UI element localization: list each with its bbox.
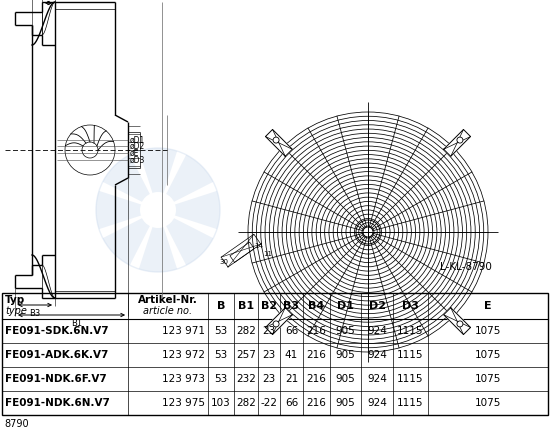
Text: D2: D2 (368, 301, 386, 311)
Text: E: E (484, 301, 492, 311)
Text: B1: B1 (71, 319, 82, 328)
Text: 8790: 8790 (4, 419, 29, 429)
Text: 123 975: 123 975 (162, 398, 205, 408)
Text: 1115: 1115 (397, 326, 424, 336)
Polygon shape (266, 307, 293, 335)
Text: 23: 23 (262, 326, 276, 336)
Text: 924: 924 (367, 326, 387, 336)
Text: 123 973: 123 973 (162, 374, 205, 384)
Text: 1075: 1075 (475, 398, 501, 408)
Text: 53: 53 (214, 374, 228, 384)
Wedge shape (158, 191, 220, 229)
Text: FE091-NDK.6F.V7: FE091-NDK.6F.V7 (5, 374, 107, 384)
Text: article no.: article no. (144, 306, 192, 316)
Text: 1075: 1075 (475, 350, 501, 360)
Wedge shape (139, 210, 177, 272)
Text: 1115: 1115 (397, 398, 424, 408)
Text: øD1: øD1 (130, 135, 145, 145)
Text: øD3: øD3 (130, 155, 145, 165)
Text: FE091-SDK.6N.V7: FE091-SDK.6N.V7 (5, 326, 109, 336)
Wedge shape (103, 210, 158, 265)
Polygon shape (444, 129, 471, 156)
Text: 924: 924 (367, 374, 387, 384)
Text: 924: 924 (367, 398, 387, 408)
Wedge shape (158, 210, 213, 265)
Bar (2, 293, 548, 415)
Text: -22: -22 (261, 398, 278, 408)
Text: Artikel-Nr.: Artikel-Nr. (138, 295, 198, 305)
Wedge shape (139, 148, 177, 210)
Text: 123 971: 123 971 (162, 326, 205, 336)
Text: 905: 905 (336, 374, 355, 384)
Text: 1115: 1115 (397, 374, 424, 384)
Text: 216: 216 (306, 350, 327, 360)
Wedge shape (103, 155, 158, 210)
Text: 282: 282 (236, 398, 256, 408)
Text: 53: 53 (214, 326, 228, 336)
Text: B: B (217, 301, 225, 311)
Text: B3: B3 (29, 309, 41, 318)
Text: B2: B2 (43, 0, 54, 1)
Text: 23: 23 (262, 350, 276, 360)
Text: 66: 66 (285, 398, 298, 408)
Text: D1: D1 (337, 301, 354, 311)
Text: 1075: 1075 (475, 374, 501, 384)
Text: 905: 905 (336, 350, 355, 360)
Circle shape (457, 321, 463, 327)
Text: 232: 232 (236, 374, 256, 384)
Text: V: V (211, 0, 221, 3)
Text: FE091-NDK.6N.V7: FE091-NDK.6N.V7 (5, 398, 110, 408)
Text: 905: 905 (336, 326, 355, 336)
Text: øD2: øD2 (130, 142, 145, 150)
Text: L-KL-8790: L-KL-8790 (440, 262, 492, 272)
Circle shape (273, 137, 279, 143)
Text: D3: D3 (402, 301, 419, 311)
Circle shape (140, 192, 176, 228)
Text: FE091-ADK.6K.V7: FE091-ADK.6K.V7 (5, 350, 108, 360)
Text: B1: B1 (238, 301, 254, 311)
Text: type: type (5, 306, 27, 316)
Text: øE: øE (130, 149, 139, 158)
Text: 216: 216 (306, 326, 327, 336)
Text: B4: B4 (309, 301, 324, 311)
Text: 257: 257 (236, 350, 256, 360)
Text: 924: 924 (367, 350, 387, 360)
Text: 1115: 1115 (397, 350, 424, 360)
Text: B2: B2 (261, 301, 277, 311)
Text: 14: 14 (254, 243, 263, 249)
Circle shape (273, 321, 279, 327)
Text: 23: 23 (262, 374, 276, 384)
Text: 216: 216 (306, 398, 327, 408)
Text: 30: 30 (219, 259, 228, 265)
Text: 41: 41 (285, 350, 298, 360)
Text: B3: B3 (283, 301, 300, 311)
Text: 66: 66 (285, 326, 298, 336)
Wedge shape (158, 155, 213, 210)
Text: 21: 21 (285, 374, 298, 384)
Text: 53: 53 (214, 350, 228, 360)
Text: 216: 216 (306, 374, 327, 384)
Polygon shape (444, 307, 471, 335)
Text: 123 972: 123 972 (162, 350, 205, 360)
Text: 103: 103 (211, 398, 231, 408)
Text: 905: 905 (336, 398, 355, 408)
Polygon shape (266, 129, 293, 156)
Text: 282: 282 (236, 326, 256, 336)
Text: 1075: 1075 (475, 326, 501, 336)
Text: 11: 11 (263, 251, 272, 257)
Circle shape (457, 137, 463, 143)
Text: Typ: Typ (5, 295, 25, 305)
Wedge shape (96, 191, 158, 229)
